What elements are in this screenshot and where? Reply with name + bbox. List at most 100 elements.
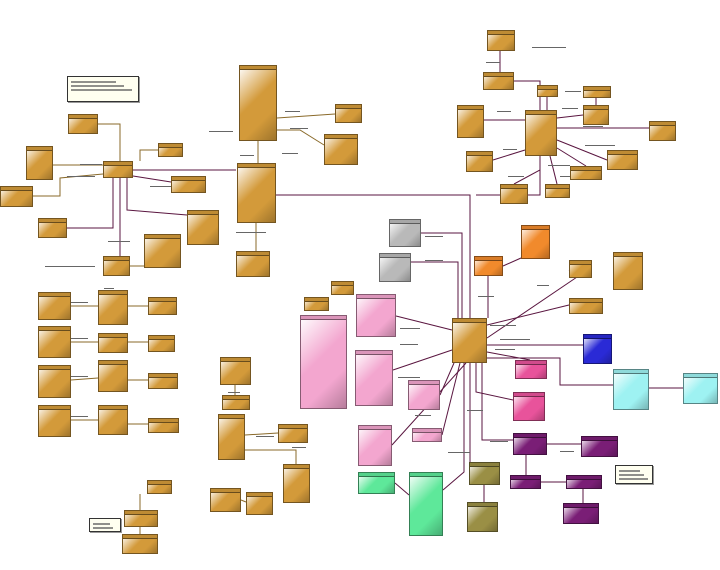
class-box[interactable] <box>171 176 206 193</box>
class-box[interactable] <box>220 357 251 385</box>
class-box[interactable] <box>148 297 177 315</box>
class-box-header <box>650 122 675 126</box>
class-box[interactable] <box>278 424 308 443</box>
class-box[interactable] <box>148 418 179 433</box>
class-box[interactable] <box>358 472 395 494</box>
class-box[interactable] <box>122 534 158 554</box>
class-box[interactable] <box>218 414 245 460</box>
class-box[interactable] <box>570 166 602 180</box>
class-box[interactable] <box>246 492 273 515</box>
class-box[interactable] <box>324 134 358 165</box>
note-box[interactable] <box>615 465 653 484</box>
class-box[interactable] <box>581 436 618 457</box>
class-box-header <box>219 415 244 419</box>
connector-label <box>532 47 566 48</box>
class-box[interactable] <box>467 502 498 532</box>
note-text-line <box>619 478 648 480</box>
note-text-line <box>71 89 133 91</box>
class-box[interactable] <box>148 373 178 389</box>
association-connector <box>556 147 587 167</box>
class-box[interactable] <box>356 294 396 337</box>
class-box[interactable] <box>521 225 550 259</box>
class-box[interactable] <box>147 480 172 494</box>
class-box[interactable] <box>379 253 411 282</box>
note-box[interactable] <box>89 518 121 532</box>
class-box[interactable] <box>583 334 612 364</box>
class-box[interactable] <box>583 86 611 98</box>
connector-label <box>400 328 420 329</box>
class-box[interactable] <box>389 219 421 247</box>
note-box[interactable] <box>67 76 139 102</box>
class-box[interactable] <box>38 365 71 398</box>
class-box[interactable] <box>300 315 347 409</box>
association-connector <box>244 432 279 436</box>
class-box[interactable] <box>98 405 128 435</box>
class-box[interactable] <box>236 251 270 277</box>
class-box[interactable] <box>210 488 241 512</box>
class-box[interactable] <box>513 433 547 455</box>
class-box[interactable] <box>469 462 500 485</box>
class-box[interactable] <box>649 121 676 141</box>
class-box[interactable] <box>355 350 393 406</box>
class-box[interactable] <box>335 104 362 123</box>
class-box[interactable] <box>545 184 570 198</box>
class-box[interactable] <box>283 464 310 503</box>
class-box[interactable] <box>412 428 442 442</box>
class-box-header <box>514 393 544 397</box>
class-box[interactable] <box>38 326 71 358</box>
class-box-header <box>514 434 546 438</box>
class-box[interactable] <box>483 72 514 90</box>
class-box-header <box>221 358 250 362</box>
class-box[interactable] <box>474 256 503 276</box>
class-box[interactable] <box>148 335 175 352</box>
class-box[interactable] <box>537 85 558 97</box>
class-box[interactable] <box>38 218 67 238</box>
class-box[interactable] <box>144 234 181 268</box>
class-box[interactable] <box>500 184 528 204</box>
class-box[interactable] <box>515 360 547 379</box>
class-box[interactable] <box>683 373 718 404</box>
class-box[interactable] <box>563 503 599 524</box>
class-box[interactable] <box>38 405 71 437</box>
class-box[interactable] <box>358 425 392 466</box>
class-box[interactable] <box>98 360 128 392</box>
class-box-header <box>467 152 492 156</box>
class-box[interactable] <box>487 30 515 51</box>
class-box[interactable] <box>408 380 440 410</box>
class-box[interactable] <box>103 256 130 276</box>
class-box[interactable] <box>103 161 133 178</box>
class-box[interactable] <box>158 143 183 157</box>
class-box[interactable] <box>452 318 487 363</box>
class-box[interactable] <box>331 281 354 295</box>
class-box[interactable] <box>239 65 277 141</box>
class-box[interactable] <box>187 210 219 245</box>
class-box[interactable] <box>457 105 484 138</box>
class-box[interactable] <box>98 290 128 325</box>
class-box[interactable] <box>510 475 541 489</box>
connector-label <box>583 126 603 127</box>
class-box[interactable] <box>409 472 443 536</box>
association-connector <box>70 377 99 381</box>
class-box[interactable] <box>513 392 545 421</box>
class-box[interactable] <box>237 163 276 223</box>
class-box[interactable] <box>304 297 329 311</box>
class-box[interactable] <box>38 292 71 320</box>
class-box-header <box>39 327 70 331</box>
class-box[interactable] <box>525 110 557 156</box>
class-box[interactable] <box>613 252 643 290</box>
class-box[interactable] <box>26 146 53 180</box>
association-connector <box>277 129 325 146</box>
class-box[interactable] <box>0 186 33 207</box>
class-box[interactable] <box>98 333 128 353</box>
class-box[interactable] <box>613 369 649 410</box>
class-box[interactable] <box>566 475 602 489</box>
class-box[interactable] <box>607 150 638 170</box>
class-box[interactable] <box>124 510 158 527</box>
class-box[interactable] <box>583 105 609 125</box>
class-box[interactable] <box>222 395 250 410</box>
class-box[interactable] <box>68 114 98 134</box>
class-box-header <box>223 396 249 400</box>
class-box[interactable] <box>466 151 493 172</box>
class-box[interactable] <box>569 298 603 314</box>
class-box[interactable] <box>569 260 592 278</box>
